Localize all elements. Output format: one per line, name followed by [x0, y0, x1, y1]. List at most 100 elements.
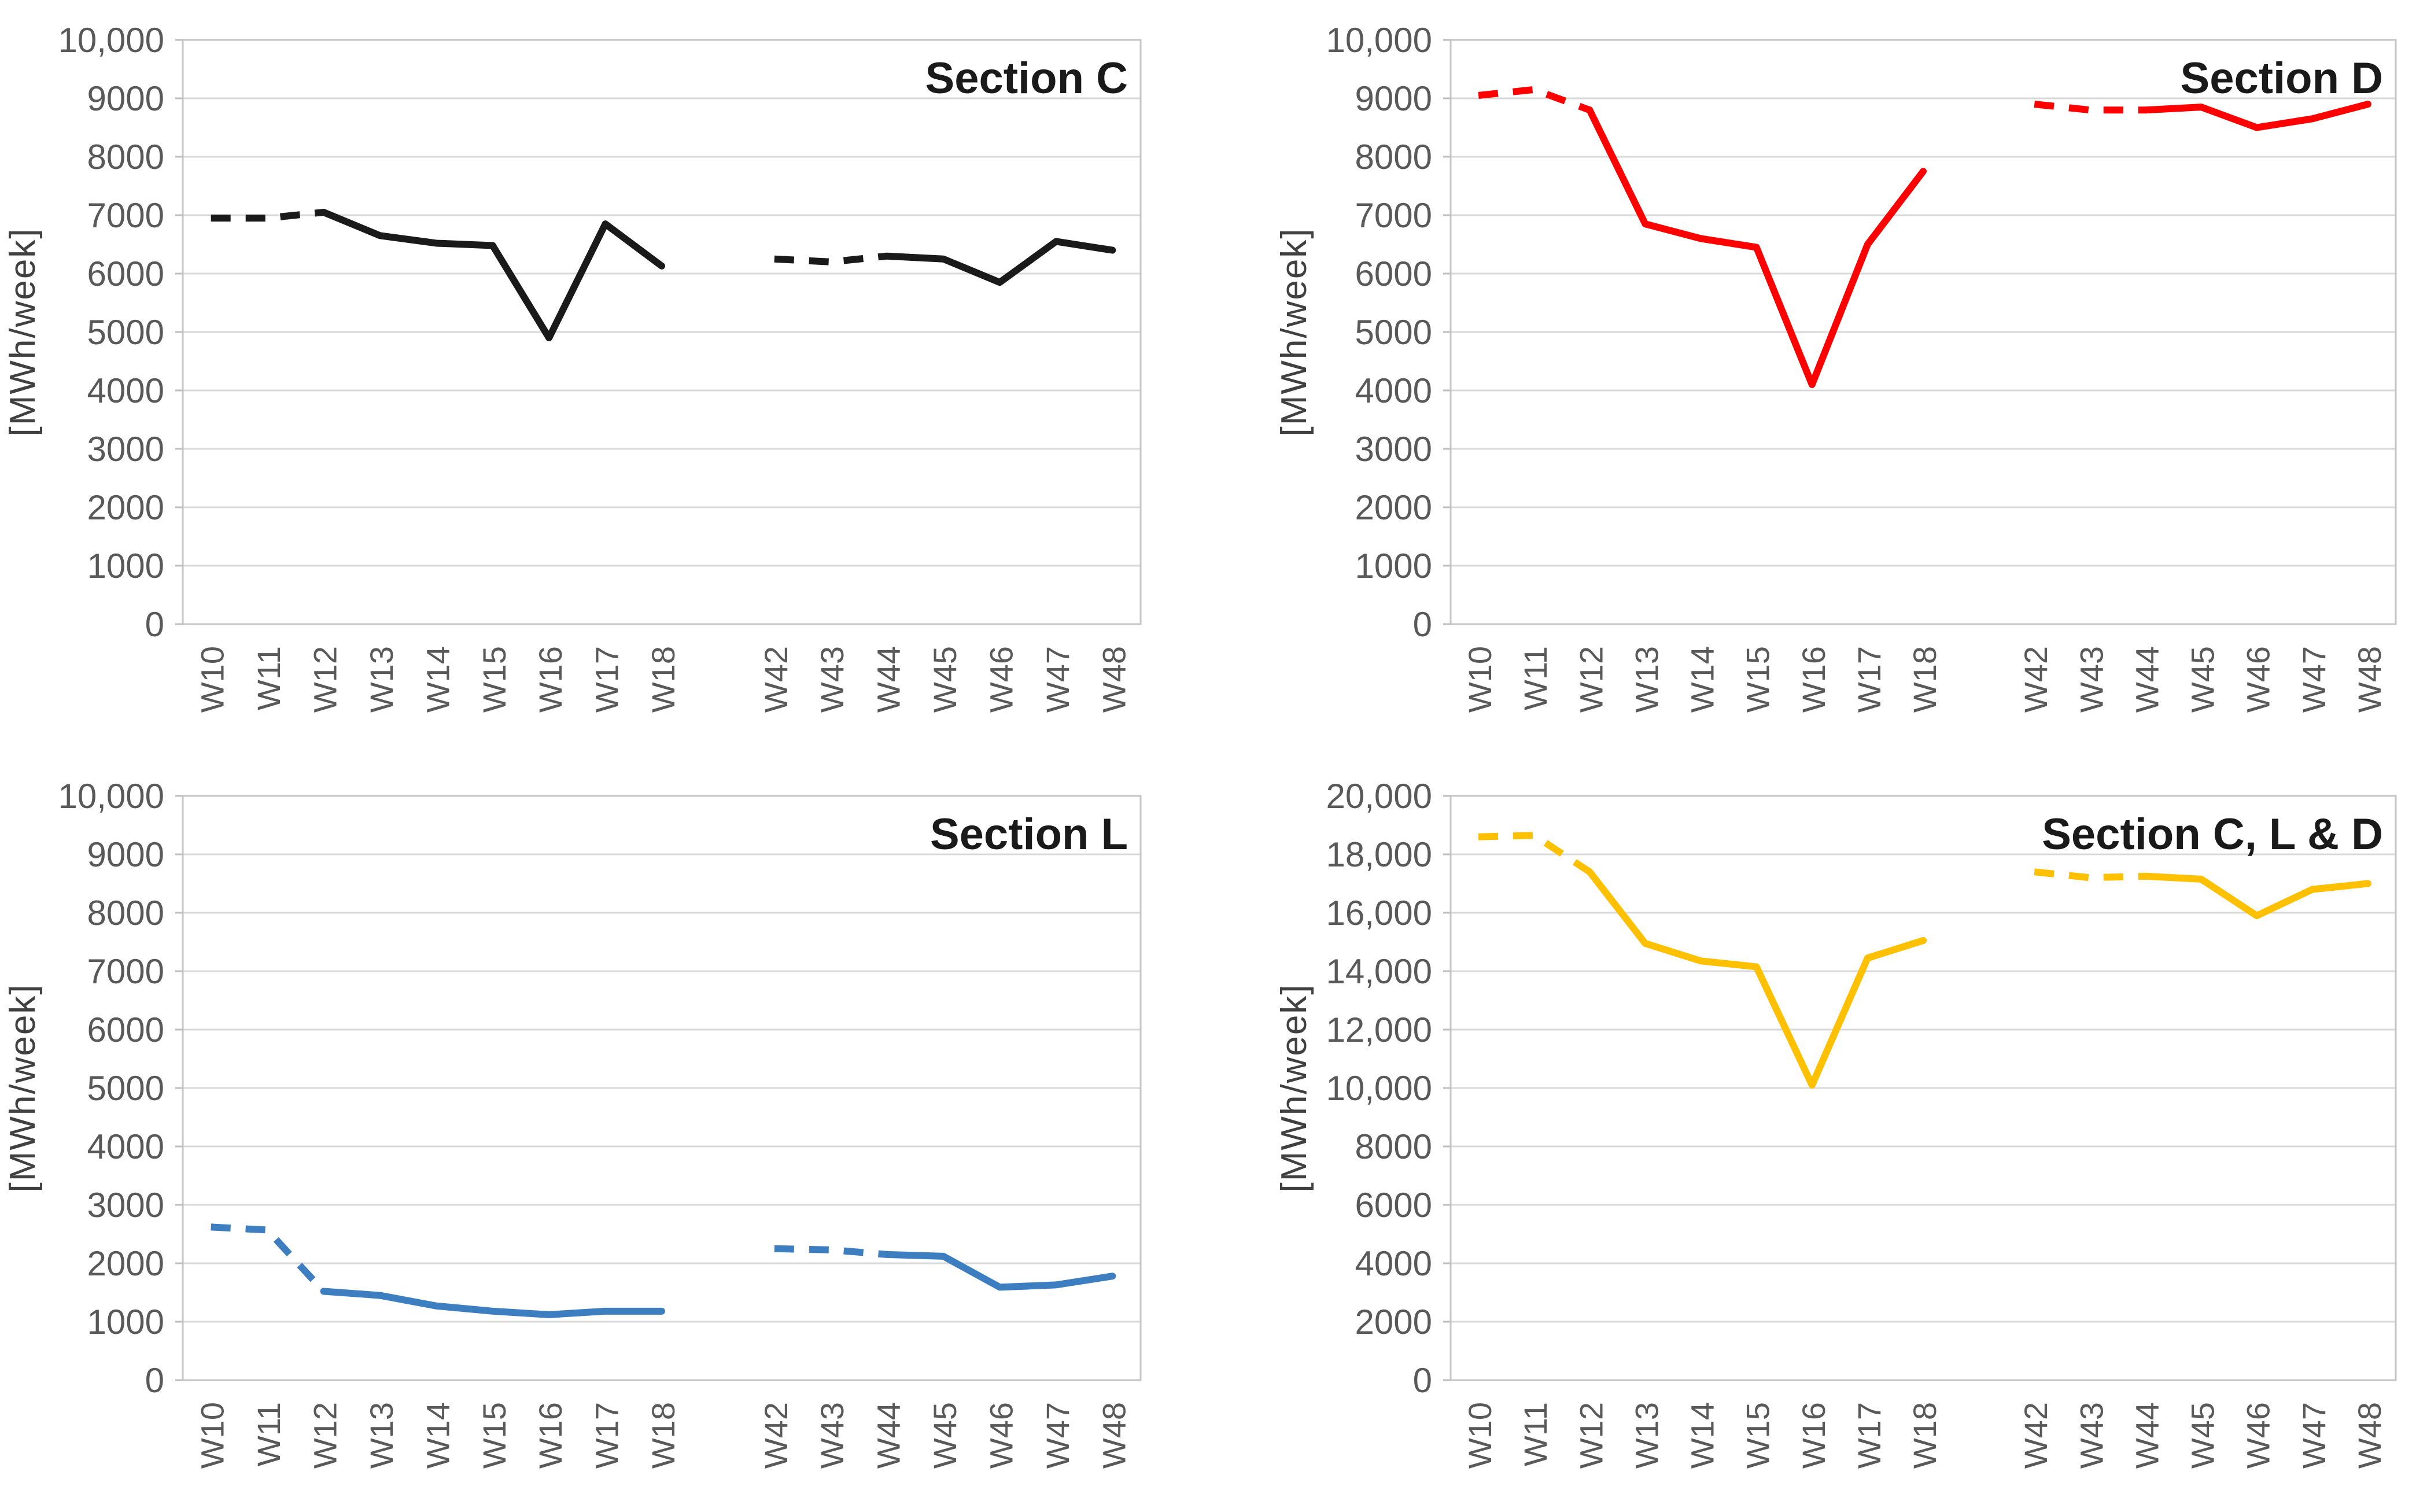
y-axis-tick-label: 6000 — [1355, 255, 1432, 293]
y-axis-tick-label: 5000 — [87, 313, 164, 352]
x-axis-tick-label: W15 — [476, 1402, 512, 1469]
x-axis-tick-label: W11 — [1517, 1402, 1554, 1466]
x-axis-tick-label: W16 — [532, 646, 569, 713]
x-axis-tick-label: W42 — [758, 646, 794, 713]
x-axis-tick-label: W10 — [194, 1402, 231, 1469]
x-axis-tick-label: W44 — [871, 646, 907, 713]
x-axis-tick-label: W47 — [1039, 646, 1076, 713]
x-axis-tick-label: W14 — [419, 1402, 456, 1469]
x-axis-tick-label: W43 — [814, 646, 850, 713]
y-axis-tick-label: 3000 — [1355, 430, 1432, 469]
y-axis-tick-label: 4000 — [1355, 1244, 1432, 1283]
x-axis-tick-label: W18 — [645, 646, 681, 713]
x-axis-tick-label: W15 — [476, 646, 512, 713]
y-axis-tick-label: 1000 — [87, 547, 164, 585]
y-axis-tick-label: 2000 — [1355, 1303, 1432, 1341]
x-axis-tick-label: W42 — [758, 1402, 794, 1469]
data-series-dashed — [774, 252, 888, 265]
data-series-solid — [2142, 872, 2371, 920]
x-axis-tick-label: W46 — [2240, 646, 2277, 713]
data-series-solid — [320, 1288, 665, 1318]
data-series-solid — [320, 208, 665, 342]
x-axis-tick-label: W46 — [983, 646, 1019, 713]
line-chart-section-d: 0 1000 2000 3000 4000 5000 6000 7000 8000 9000 10,… — [1274, 21, 2397, 713]
y-axis-tick-label: 9000 — [87, 79, 164, 118]
line-chart-section-l: 0 1000 2000 3000 4000 5000 6000 7000 8000 9000 10,… — [3, 777, 1142, 1469]
data-series-solid — [883, 238, 1116, 286]
x-axis-tick-label: W12 — [307, 1402, 344, 1469]
x-axis-tick-label: W17 — [1851, 646, 1887, 713]
x-axis-tick-label: W14 — [419, 646, 456, 713]
chart-title: Section C, L & D — [2042, 810, 2383, 859]
line-chart-section-c: 0 1000 2000 3000 4000 5000 6000 7000 8000 9000 10,… — [3, 21, 1142, 713]
y-axis-tick-label: 7000 — [87, 196, 164, 235]
x-axis-tick-label: W11 — [250, 646, 287, 710]
x-axis-tick-label: W13 — [1628, 646, 1665, 713]
x-axis-tick-label: W47 — [1039, 1402, 1076, 1469]
x-axis-tick-label: W13 — [1628, 1402, 1665, 1469]
data-series-dashed — [1478, 86, 1591, 113]
chart-panel-section-c-l-d: 0 2000 4000 6000 8000 10,000 12,000 14,000 16,00… — [1208, 756, 2416, 1512]
y-axis-tick-label: 0 — [1413, 605, 1432, 644]
y-axis-tick-label: 4000 — [87, 1127, 164, 1166]
x-axis-tick-label: W15 — [1740, 646, 1776, 713]
y-axis-tick-label: 8000 — [1355, 1127, 1432, 1166]
x-axis-tick-label: W12 — [1573, 1402, 1609, 1469]
chart-title: Section D — [2181, 54, 2384, 103]
x-axis-tick-label: W43 — [2073, 646, 2109, 713]
data-series-dashed — [1478, 832, 1592, 875]
x-axis-tick-label: W10 — [194, 646, 231, 713]
y-axis-tick-label: 6000 — [87, 1011, 164, 1049]
x-axis-tick-label: W48 — [1096, 1402, 1132, 1469]
x-axis-tick-label: W13 — [363, 1402, 400, 1469]
x-axis-tick-label: W11 — [250, 1402, 287, 1466]
x-axis-tick-label: W44 — [871, 1402, 907, 1469]
x-axis-tick-label: W16 — [1795, 646, 1832, 713]
y-axis-tick-label: 2000 — [87, 1244, 164, 1283]
chart-panel-section-d: 0 1000 2000 3000 4000 5000 6000 7000 8000 9000 10,… — [1208, 0, 2416, 756]
y-axis-title: [MWh/week] — [1274, 983, 1314, 1192]
y-axis-tick-label: 4000 — [1355, 371, 1432, 410]
data-series-solid — [2142, 101, 2371, 131]
x-axis-tick-label: W11 — [1517, 646, 1554, 710]
y-axis-tick-label: 10,000 — [58, 777, 164, 816]
y-axis-tick-label: 10,000 — [58, 21, 164, 60]
y-axis-tick-label: 5000 — [1355, 313, 1432, 352]
x-axis-tick-label: W10 — [1462, 646, 1498, 713]
data-series-solid — [1586, 868, 1927, 1089]
x-axis-tick-label: W17 — [589, 646, 625, 713]
data-series-dashed — [211, 1223, 326, 1294]
y-axis-title: [MWh/week] — [3, 983, 43, 1192]
x-axis-tick-label: W45 — [927, 1402, 963, 1469]
x-axis-tick-label: W47 — [2296, 646, 2332, 713]
y-axis-tick-label: 7000 — [1355, 196, 1432, 235]
x-axis-tick-label: W45 — [2185, 1402, 2221, 1469]
x-axis-tick-label: W18 — [645, 1402, 681, 1469]
x-axis-tick-label: W16 — [532, 1402, 569, 1469]
x-axis-tick-label: W46 — [983, 1402, 1019, 1469]
y-axis-tick-label: 18,000 — [1326, 835, 1432, 874]
x-axis-tick-label: W18 — [1906, 1402, 1943, 1469]
x-axis-tick-label: W42 — [2017, 1402, 2054, 1469]
y-axis-tick-label: 20,000 — [1326, 777, 1432, 816]
y-axis-tick-label: 1000 — [87, 1303, 164, 1341]
x-axis-tick-label: W44 — [2129, 646, 2165, 713]
y-axis-tick-label: 9000 — [87, 835, 164, 874]
y-axis-tick-label: 6000 — [1355, 1186, 1432, 1225]
x-axis-tick-label: W48 — [1096, 646, 1132, 713]
data-series-dashed — [2034, 101, 2146, 114]
y-axis-tick-label: 4000 — [87, 371, 164, 410]
x-axis-tick-label: W12 — [1573, 646, 1609, 713]
chart-panel-section-l: 0 1000 2000 3000 4000 5000 6000 7000 8000 9000 10,… — [0, 756, 1208, 1512]
x-axis-tick-label: W16 — [1795, 1402, 1832, 1469]
y-axis-tick-label: 3000 — [87, 1186, 164, 1225]
x-axis-tick-label: W44 — [2129, 1402, 2165, 1469]
x-axis-tick-label: W15 — [1740, 1402, 1776, 1469]
y-axis-tick-label: 6000 — [87, 255, 164, 293]
x-axis-tick-label: W43 — [814, 1402, 850, 1469]
y-axis-tick-label: 16,000 — [1326, 894, 1432, 932]
data-series-solid — [1586, 106, 1927, 388]
y-axis-tick-label: 0 — [145, 1361, 164, 1400]
chart-title: Section L — [930, 810, 1128, 859]
